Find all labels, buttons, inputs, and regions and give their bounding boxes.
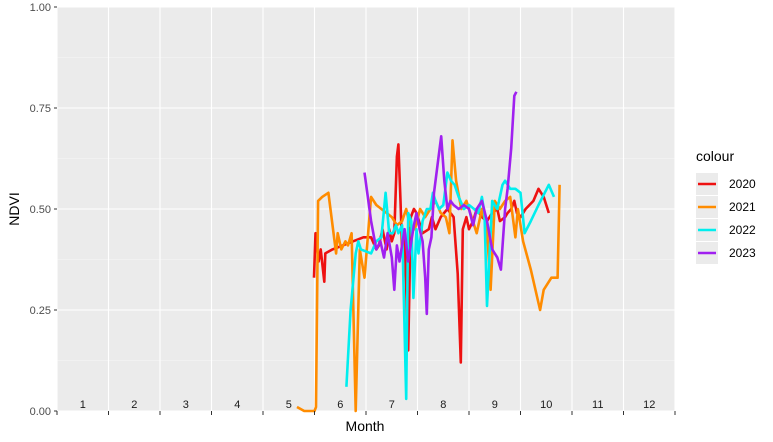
month-label: 8 — [440, 399, 446, 411]
month-label: 4 — [234, 399, 240, 411]
y-axis-title: NDVI — [6, 192, 22, 225]
series-lines — [296, 91, 561, 413]
legend-title: colour — [696, 148, 734, 164]
y-tick-label: 0.75 — [30, 103, 51, 115]
month-label: 7 — [389, 399, 395, 411]
month-label: 3 — [183, 399, 189, 411]
legend-label-2023: 2023 — [729, 246, 756, 260]
legend-label-2020: 2020 — [729, 177, 756, 191]
month-label: 10 — [540, 399, 552, 411]
month-label: 12 — [643, 399, 655, 411]
y-tick-label: 0.50 — [30, 204, 51, 216]
month-label: 11 — [592, 399, 603, 411]
series-line-2020 — [312, 143, 551, 364]
x-axis — [56, 411, 676, 415]
series-line-2022 — [345, 171, 556, 401]
y-tick-label: 0.25 — [30, 305, 51, 317]
series-line-2023 — [363, 91, 518, 316]
x-axis-title: Month — [346, 418, 385, 434]
y-tick-label: 1.00 — [30, 2, 51, 14]
legend-label-2022: 2022 — [729, 223, 756, 237]
month-labels: 1 2 3 4 5 6 7 8 9 10 11 12 — [80, 399, 656, 411]
y-axis: 0.00 0.25 0.50 0.75 1.00 — [30, 2, 57, 418]
month-label: 2 — [131, 399, 137, 411]
month-label: 5 — [286, 399, 292, 411]
month-label: 9 — [492, 399, 498, 411]
legend: colour 2020 2021 2022 2023 — [696, 148, 756, 264]
legend-label-2021: 2021 — [729, 200, 756, 214]
y-tick-label: 0.00 — [30, 406, 51, 418]
month-label: 1 — [80, 399, 86, 411]
month-label: 6 — [337, 399, 343, 411]
